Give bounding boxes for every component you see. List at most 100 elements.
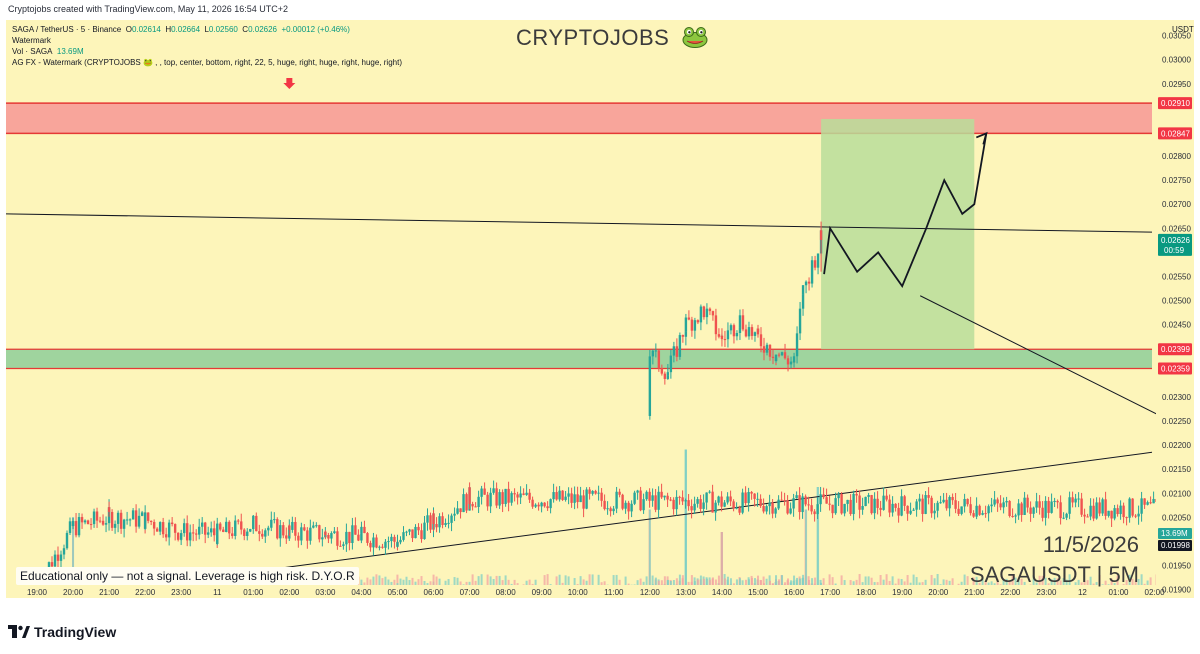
volume-bar[interactable] [814, 577, 817, 592]
volume-bar[interactable] [775, 575, 778, 592]
time-axis[interactable] [6, 585, 1156, 598]
candle-body[interactable] [585, 489, 588, 509]
volume-bar[interactable] [963, 574, 966, 592]
candle-body[interactable] [783, 352, 787, 359]
candle-body[interactable] [732, 501, 735, 509]
candle-body[interactable] [666, 495, 669, 500]
volume-bar[interactable] [717, 575, 720, 592]
candle-body[interactable] [176, 532, 180, 540]
candle-body[interactable] [116, 512, 120, 524]
candle-body[interactable] [711, 311, 715, 316]
candle-body[interactable] [630, 503, 633, 512]
candle-body[interactable] [711, 491, 714, 513]
candle-body[interactable] [732, 325, 736, 337]
legend-symbol[interactable]: SAGA / TetherUS · 5 · Binance [12, 25, 122, 34]
volume-bar[interactable] [817, 487, 820, 592]
candle-body[interactable] [56, 554, 60, 561]
candle-body[interactable] [606, 508, 609, 510]
candle-body[interactable] [831, 504, 834, 514]
volume-bar[interactable] [840, 575, 843, 592]
candle-body[interactable] [639, 490, 642, 511]
candle-body[interactable] [252, 519, 255, 530]
candle-body[interactable] [729, 325, 733, 331]
candle-body[interactable] [690, 506, 693, 511]
volume-bar[interactable] [663, 576, 666, 592]
candle-body[interactable] [678, 496, 681, 498]
candle-body[interactable] [465, 494, 468, 511]
candle-body[interactable] [714, 315, 718, 335]
candle-body[interactable] [164, 534, 168, 538]
level-badge[interactable] [1158, 343, 1192, 356]
volume-bar[interactable] [486, 574, 489, 592]
candle-body[interactable] [507, 488, 510, 503]
volume-bar[interactable] [495, 575, 498, 592]
candle-body[interactable] [285, 535, 288, 539]
candle-body[interactable] [672, 499, 675, 510]
candle-body[interactable] [924, 495, 927, 514]
candle-body[interactable] [492, 488, 495, 493]
candle-body[interactable] [708, 491, 711, 493]
candle-body[interactable] [975, 505, 978, 517]
resistance-zone[interactable] [6, 103, 1152, 134]
candle-body[interactable] [288, 525, 291, 530]
volume-bar[interactable] [796, 577, 799, 592]
candle-body[interactable] [143, 512, 147, 529]
candle-body[interactable] [489, 492, 492, 507]
candle-body[interactable] [561, 490, 564, 500]
candle-body[interactable] [1089, 505, 1092, 517]
candle-body[interactable] [810, 505, 813, 512]
candle-body[interactable] [372, 537, 375, 548]
candle-body[interactable] [720, 496, 723, 507]
candle-body[interactable] [1107, 510, 1110, 516]
candle-body[interactable] [741, 315, 745, 330]
candle-body[interactable] [768, 502, 771, 507]
volume-bar[interactable] [870, 577, 873, 592]
volume-bar[interactable] [690, 575, 693, 592]
candle-body[interactable] [531, 499, 534, 507]
candle-body[interactable] [687, 317, 691, 320]
candle-body[interactable] [723, 502, 726, 507]
candle-body[interactable] [71, 521, 75, 527]
candle-body[interactable] [498, 492, 501, 506]
candle-body[interactable] [183, 523, 186, 534]
candle-body[interactable] [468, 487, 471, 504]
tradingview-footer[interactable]: TradingView [8, 624, 116, 640]
volume-bar[interactable] [366, 577, 369, 592]
candle-body[interactable] [336, 531, 339, 546]
candle-body[interactable] [663, 373, 667, 379]
candle-body[interactable] [642, 499, 645, 511]
candle-body[interactable] [1110, 510, 1113, 519]
candle-body[interactable] [879, 507, 882, 510]
candle-body[interactable] [786, 500, 789, 514]
candle-body[interactable] [963, 498, 966, 507]
volume-bar[interactable] [597, 574, 600, 592]
candle-body[interactable] [378, 546, 381, 548]
volume-bar[interactable] [648, 509, 651, 593]
candle-body[interactable] [771, 502, 774, 514]
candle-body[interactable] [104, 523, 108, 525]
candle-body[interactable] [86, 520, 90, 525]
candle-body[interactable] [573, 494, 576, 503]
candle-body[interactable] [858, 495, 861, 510]
volume-bar[interactable] [645, 576, 648, 592]
candle-body[interactable] [822, 494, 825, 498]
candle-body[interactable] [954, 500, 957, 509]
price-axis[interactable] [1156, 20, 1194, 598]
candle-body[interactable] [528, 492, 531, 500]
candle-body[interactable] [501, 492, 504, 505]
candle-body[interactable] [948, 497, 951, 509]
volume-bar[interactable] [411, 577, 414, 592]
volume-bar[interactable] [1140, 574, 1143, 592]
candle-body[interactable] [59, 554, 63, 561]
volume-bar[interactable] [1041, 575, 1044, 592]
volume-bar[interactable] [1098, 574, 1101, 592]
candle-body[interactable] [435, 524, 438, 528]
candle-body[interactable] [1029, 507, 1032, 514]
candle-body[interactable] [1047, 500, 1050, 513]
volume-bar[interactable] [805, 509, 808, 593]
candle-body[interactable] [441, 516, 444, 525]
volume-bar[interactable] [588, 574, 591, 592]
candle-body[interactable] [888, 499, 891, 513]
candle-body[interactable] [291, 521, 294, 530]
candle-body[interactable] [1035, 501, 1038, 508]
